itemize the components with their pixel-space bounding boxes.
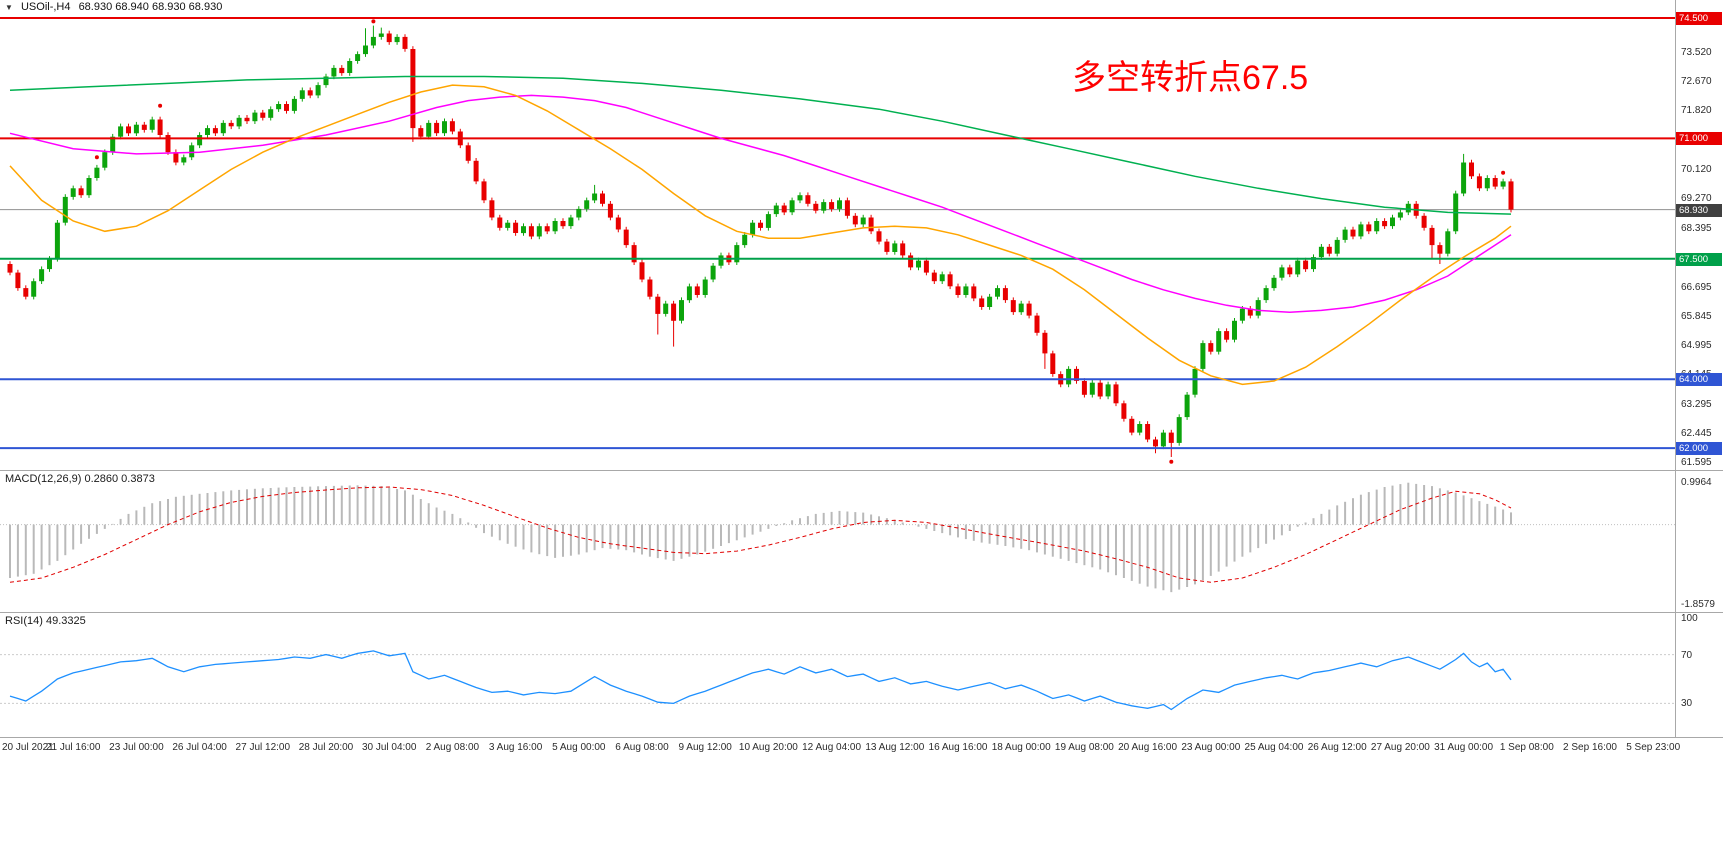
rsi-indicator-label: RSI(14) 49.3325 [5,615,86,627]
pane-separator [0,612,1723,613]
symbol-timeframe-label: USOil-,H4 [20,1,71,13]
time-axis-label: 18 Aug 00:00 [991,742,1051,753]
price-tick-label: 68.395 [1681,223,1712,235]
time-axis-label: 3 Aug 16:00 [488,742,543,753]
symbol-dropdown-icon[interactable]: ▼ [5,3,13,12]
time-axis-label: 16 Aug 16:00 [928,742,988,753]
macd-histogram [9,482,1512,593]
time-axis-label: 10 Aug 20:00 [738,742,798,753]
time-axis-label: 25 Aug 04:00 [1244,742,1304,753]
macd-indicator-canvas[interactable] [0,470,1723,612]
macd-signal-line [9,486,1512,583]
price-tick-label: 70.120 [1681,163,1712,175]
rsi-axis-label: 100 [1681,613,1698,624]
price-tick-label: 72.670 [1681,75,1712,87]
time-axis-label: 23 Jul 00:00 [109,742,164,753]
time-axis-label: 12 Aug 04:00 [802,742,862,753]
pane-separator [0,470,1723,471]
time-axis-label: 2 Aug 08:00 [425,742,480,753]
horizontal-level-lines [0,17,1675,450]
time-axis-label: 28 Jul 20:00 [298,742,354,753]
time-axis-label: 9 Aug 12:00 [678,742,732,753]
price-axis[interactable]: 73.520 72.670 71.820 70.120 69.270 68.395 66.6… [1675,0,1723,761]
time-axis-label: 2 Sep 16:00 [1563,742,1617,753]
price-tick-label: 73.520 [1681,46,1712,58]
ma-green-line [9,75,1512,215]
rsi-axis-label: 30 [1681,698,1693,710]
ohlc-quote-label: 68.930 68.940 68.930 68.930 [78,1,223,13]
macd-indicator-label: MACD(12,26,9) 0.2860 0.3873 [5,473,155,485]
price-level-badge: 62.000 [1676,442,1722,456]
time-axis-label: 20 Jul 2021 [2,742,54,753]
price-chart-canvas[interactable] [0,0,1723,470]
time-axis-label: 1 Sep 08:00 [1499,742,1554,753]
price-tick-label: 69.270 [1681,192,1712,204]
time-axis-label: 31 Aug 00:00 [1434,742,1494,753]
time-axis-label: 26 Aug 12:00 [1307,742,1367,753]
rsi-axis-label: 70 [1681,649,1693,661]
price-level-badge: 74.500 [1676,12,1722,25]
macd-axis-label: -1.8579 [1681,599,1715,610]
price-tick-label: 71.820 [1681,105,1712,117]
price-tick-label: 61.595 [1681,456,1712,468]
time-axis-label: 19 Aug 08:00 [1054,742,1114,753]
ma-magenta-line [9,94,1512,313]
time-axis-label: 26 Jul 04:00 [172,742,227,753]
time-axis-separator [0,737,1723,738]
time-axis-label: 27 Jul 12:00 [235,742,291,753]
candlestick-series [7,25,1514,457]
price-tick-label: 64.995 [1681,340,1712,352]
time-axis-label: 5 Aug 00:00 [552,742,606,753]
time-axis-label: 27 Aug 20:00 [1370,742,1430,753]
price-level-badge: 71.000 [1676,132,1722,146]
price-level-badge: 64.000 [1676,373,1722,387]
time-axis-label: 13 Aug 12:00 [865,742,925,753]
ma-orange-line [9,84,1512,386]
price-tick-label: 63.295 [1681,398,1712,410]
time-axis-label: 23 Aug 00:00 [1181,742,1241,753]
time-axis-label: 5 Sep 23:00 [1626,742,1681,753]
chart-annotation-text: 多空转折点67.5 [1072,59,1309,97]
time-axis-label: 6 Aug 08:00 [615,742,669,753]
rsi-line [9,650,1512,711]
rsi-level-lines [0,654,1675,704]
chart-markers [94,19,1506,464]
price-tick-label: 62.445 [1681,427,1712,439]
price-level-badge: 68.930 [1676,203,1722,217]
time-axis-label: 20 Aug 16:00 [1118,742,1178,753]
price-tick-label: 65.845 [1681,310,1712,322]
time-axis-label: 30 Jul 04:00 [361,742,417,753]
chart-header: ▼ USOil-,H4 68.930 68.940 68.930 68.930 [5,1,227,13]
rsi-indicator-canvas[interactable] [0,612,1723,737]
price-axis-separator [1675,0,1676,737]
price-tick-label: 66.695 [1681,281,1712,293]
time-axis-label: 21 Jul 16:00 [45,742,101,753]
time-axis[interactable]: 20 Jul 2021 21 Jul 16:00 23 Jul 00:00 26 Ju… [0,737,1723,763]
macd-axis-label: 0.9964 [1681,477,1712,488]
price-level-badge: 67.500 [1676,252,1722,266]
